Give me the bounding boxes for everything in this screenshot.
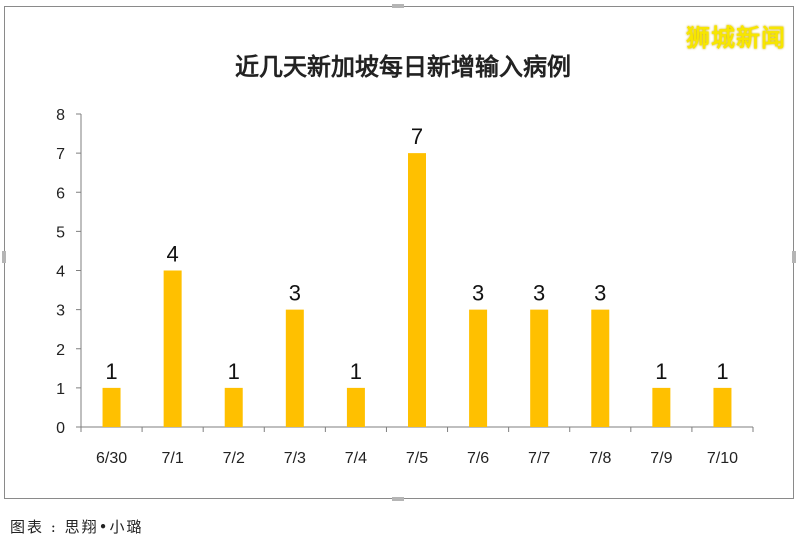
resize-handle-top[interactable] — [392, 4, 404, 8]
y-tick-label: 2 — [56, 342, 65, 359]
bar — [652, 387, 671, 427]
x-tick-label: 7/8 — [589, 450, 611, 467]
x-tick-label: 7/4 — [345, 450, 367, 467]
data-label: 1 — [655, 359, 667, 384]
bar — [408, 153, 426, 427]
chart-axes: 0 1 2 3 4 5 6 7 8 6/30 7/1 7/2 7/3 7/4 7/5 7/6 7/7 7/8 7/9… — [56, 107, 754, 467]
data-label: 3 — [594, 281, 606, 306]
bar — [469, 309, 488, 427]
bar-series — [102, 153, 732, 427]
x-tick-label: 7/7 — [528, 450, 550, 467]
chart-caption: 图表 : 思翔•小璐 — [10, 518, 144, 536]
bar — [224, 387, 243, 427]
data-label: 1 — [228, 359, 240, 384]
x-tick-label: 7/10 — [707, 450, 738, 467]
x-tick-label: 7/9 — [650, 450, 672, 467]
y-tick-label: 7 — [56, 146, 65, 163]
data-label: 3 — [289, 281, 301, 306]
resize-handle-bottom[interactable] — [392, 497, 404, 501]
x-tick-label: 7/1 — [162, 450, 184, 467]
data-labels: 1 4 1 3 1 7 3 3 3 1 1 — [105, 124, 728, 384]
y-tick-label: 3 — [56, 303, 65, 320]
x-tick-label: 7/6 — [467, 450, 489, 467]
data-label: 1 — [350, 359, 362, 384]
x-tick-label: 7/2 — [223, 450, 245, 467]
data-label: 3 — [472, 281, 484, 306]
bar — [713, 387, 732, 427]
data-label: 1 — [105, 359, 117, 384]
bar — [102, 387, 121, 427]
y-tick-label: 8 — [56, 107, 65, 124]
bar — [346, 387, 365, 427]
resize-handle-right[interactable] — [792, 251, 796, 263]
resize-handle-left[interactable] — [2, 251, 6, 263]
y-tick-label: 4 — [56, 264, 65, 281]
data-label: 3 — [533, 281, 545, 306]
bar — [163, 270, 182, 427]
x-tick-label: 6/30 — [96, 450, 127, 467]
watermark-logo: 狮城新闻 — [686, 24, 786, 52]
y-tick-label: 5 — [56, 224, 65, 241]
data-label: 1 — [716, 359, 728, 384]
x-tick-label: 7/5 — [406, 450, 428, 467]
chart-title: 近几天新加坡每日新增输入病例 — [235, 53, 571, 81]
bar — [285, 309, 304, 427]
y-tick-label: 6 — [56, 185, 65, 202]
data-label: 4 — [167, 242, 179, 267]
x-tick-label: 7/3 — [284, 450, 306, 467]
bar — [591, 309, 610, 427]
data-label: 7 — [411, 124, 423, 149]
bar — [530, 309, 549, 427]
y-tick-label: 0 — [56, 420, 65, 437]
y-tick-label: 1 — [56, 381, 65, 398]
